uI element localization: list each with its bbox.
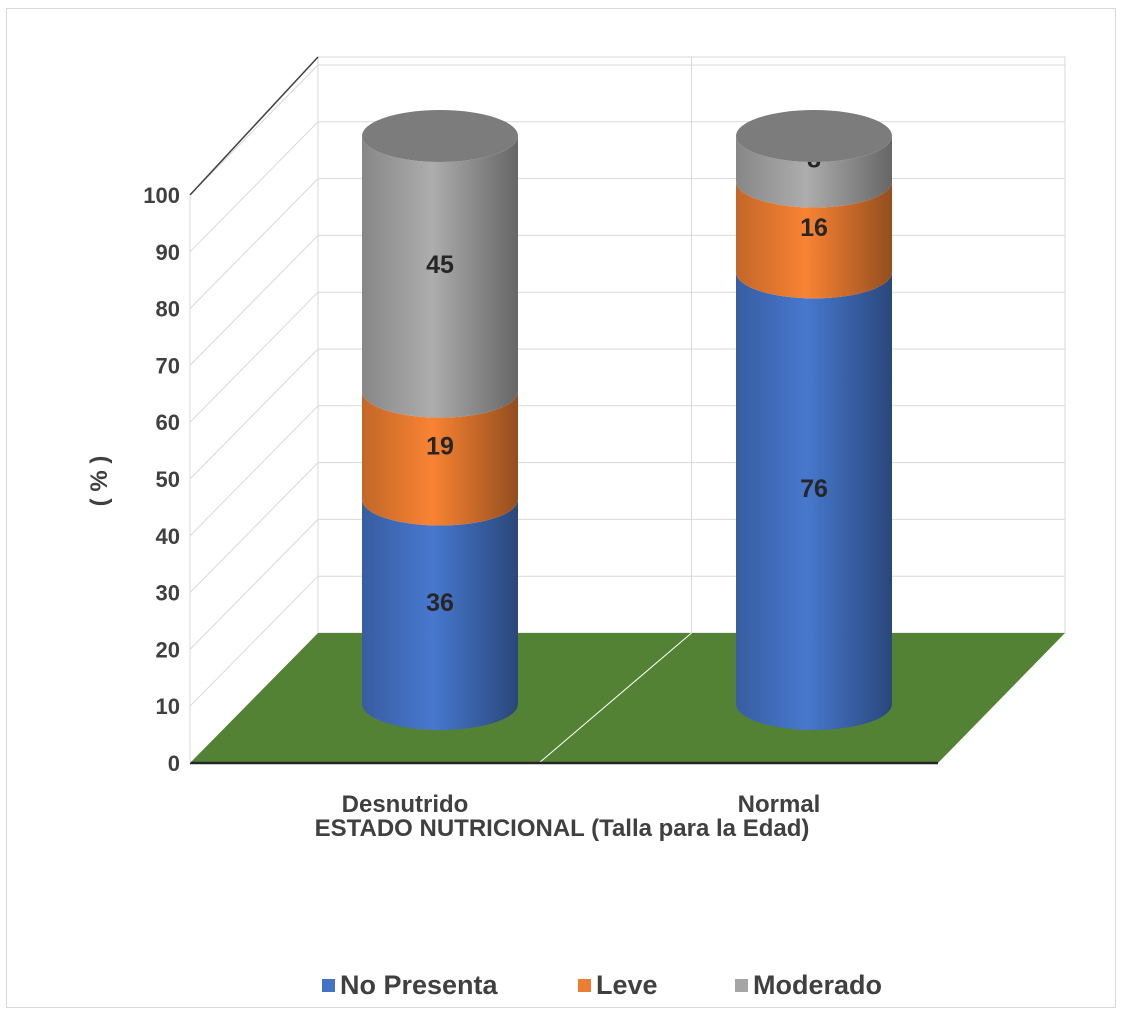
legend-label: Moderado [753,970,883,1000]
legend-item: No Presenta [322,970,498,1001]
legend-item: Leve [578,970,658,1001]
data-label: 36 [426,589,454,617]
legend-item: Moderado [735,970,882,1001]
data-label: 16 [800,214,828,242]
gridline-side [189,405,319,537]
bar-segment [362,391,518,526]
gridline-side [189,121,319,253]
legend-swatch [578,979,591,992]
data-label: 19 [426,433,454,461]
gridline-side [189,575,319,707]
x-axis-title: ESTADO NUTRICIONAL (Talla para la Edad) [315,815,810,842]
bar-segment [736,136,892,208]
y-tick-label: 70 [156,353,180,378]
gridline-side [189,519,319,650]
bar-segment [736,272,892,730]
gridline-side [189,462,319,593]
y-tick-label: 60 [156,410,180,435]
legend: No Presenta Leve Moderado [0,970,1122,1010]
data-label: 76 [800,475,828,503]
gridline-side [189,178,319,309]
side-wall-top [189,56,319,196]
y-tick-label: 0 [168,751,180,776]
y-tick-label: 30 [156,581,180,606]
y-tick-label: 90 [156,240,180,265]
gridline-side [189,348,319,480]
floor-divider [538,632,692,764]
bar-segment [362,499,518,730]
legend-swatch [322,979,335,992]
y-axis-ticks: 0 10 20 30 40 50 60 70 80 90 100 [143,183,180,776]
chart-walls [189,56,1066,765]
x-category-label: Normal [738,791,821,818]
y-tick-label: 100 [143,183,180,208]
legend-label: No Presenta [340,970,498,1000]
bar-top-cap [362,110,518,162]
bar-segment [362,136,518,418]
gridline-side [189,291,319,423]
bar-top-cap [736,110,892,162]
bar-segment [736,181,892,299]
x-axis-categories: Desnutrido Normal [342,791,821,818]
y-tick-label: 10 [156,694,180,719]
x-category-label: Desnutrido [342,791,469,818]
chart-bars: 36194576168 [362,110,892,730]
y-tick-label: 40 [156,524,180,549]
data-label: 45 [426,251,454,279]
y-axis-title: ( % ) [86,456,113,507]
y-tick-label: 80 [156,297,180,322]
legend-label: Leve [596,970,658,1000]
y-tick-label: 20 [156,637,180,662]
gridline-side [189,235,319,366]
gridline-side [189,64,319,196]
floor [190,633,1065,763]
y-tick-label: 50 [156,467,180,492]
legend-swatch [735,979,748,992]
